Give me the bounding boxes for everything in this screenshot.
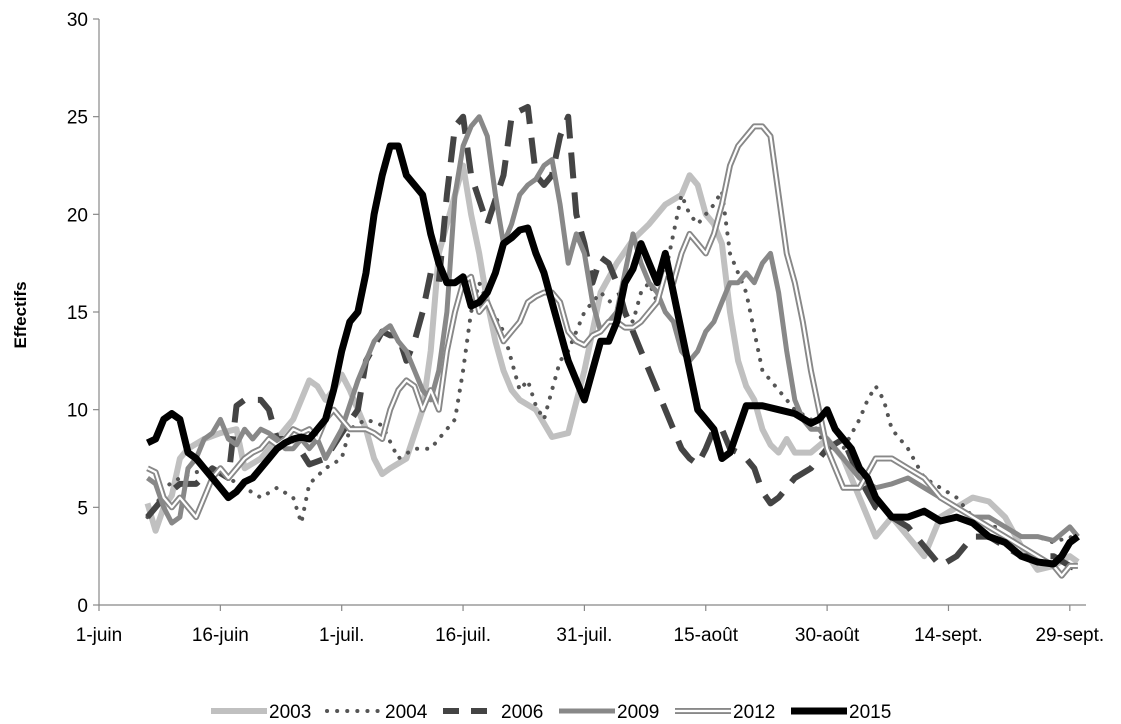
y-tick-label: 15 [67, 303, 88, 324]
legend-item-2012: 2012 [675, 702, 775, 723]
legend: 2003 2004 2006 2009 2012 2015 [211, 702, 891, 723]
x-tick-label: 16-juil. [435, 625, 491, 646]
legend-label: 2006 [501, 702, 543, 723]
legend-label: 2009 [617, 702, 659, 723]
y-axis-title: Effectifs [11, 281, 30, 348]
series-2012 [146, 123, 1078, 579]
series-layer [144, 103, 1080, 579]
axes: 0 5 10 15 20 25 30 1-juin 16-juin 1-juil. 16-juil.… [67, 10, 1104, 646]
legend-label: 2003 [269, 702, 311, 723]
x-tick-label: 16-juin [192, 625, 249, 646]
x-tick-label: 31-juil. [556, 625, 612, 646]
series-line-2015 [145, 142, 1080, 568]
legend-label: 2015 [849, 702, 891, 723]
x-tick-label: 30-août [795, 625, 860, 646]
legend-label: 2012 [733, 702, 775, 723]
series-line-2003 [144, 162, 1080, 573]
series-2004 [145, 188, 1080, 545]
legend-label: 2004 [385, 702, 428, 723]
y-tick-label: 10 [67, 401, 88, 422]
y-tick-label: 30 [67, 10, 88, 31]
legend-item-2009: 2009 [559, 702, 659, 723]
y-tick-label: 0 [77, 596, 88, 617]
series-line-2012 [146, 123, 1078, 579]
y-tick-label: 20 [67, 205, 88, 226]
series-line-2004 [145, 188, 1080, 545]
y-tick-label: 5 [77, 498, 88, 519]
legend-item-2006: 2006 [443, 702, 543, 723]
x-tick-label: 1-juin [76, 625, 122, 646]
x-tick-label: 29-sept. [1035, 625, 1104, 646]
x-tick-label: 1-juil. [319, 625, 364, 646]
y-tick-label: 25 [67, 108, 88, 129]
legend-item-2015: 2015 [791, 702, 891, 723]
legend-item-2003: 2003 [211, 702, 311, 723]
series-2003 [144, 162, 1080, 573]
x-tick-label: 15-août [674, 625, 739, 646]
series-line-2012 [147, 125, 1078, 577]
series-2015 [145, 142, 1080, 568]
x-tick-label: 14-sept. [914, 625, 983, 646]
legend-item-2004: 2004 [325, 702, 428, 723]
